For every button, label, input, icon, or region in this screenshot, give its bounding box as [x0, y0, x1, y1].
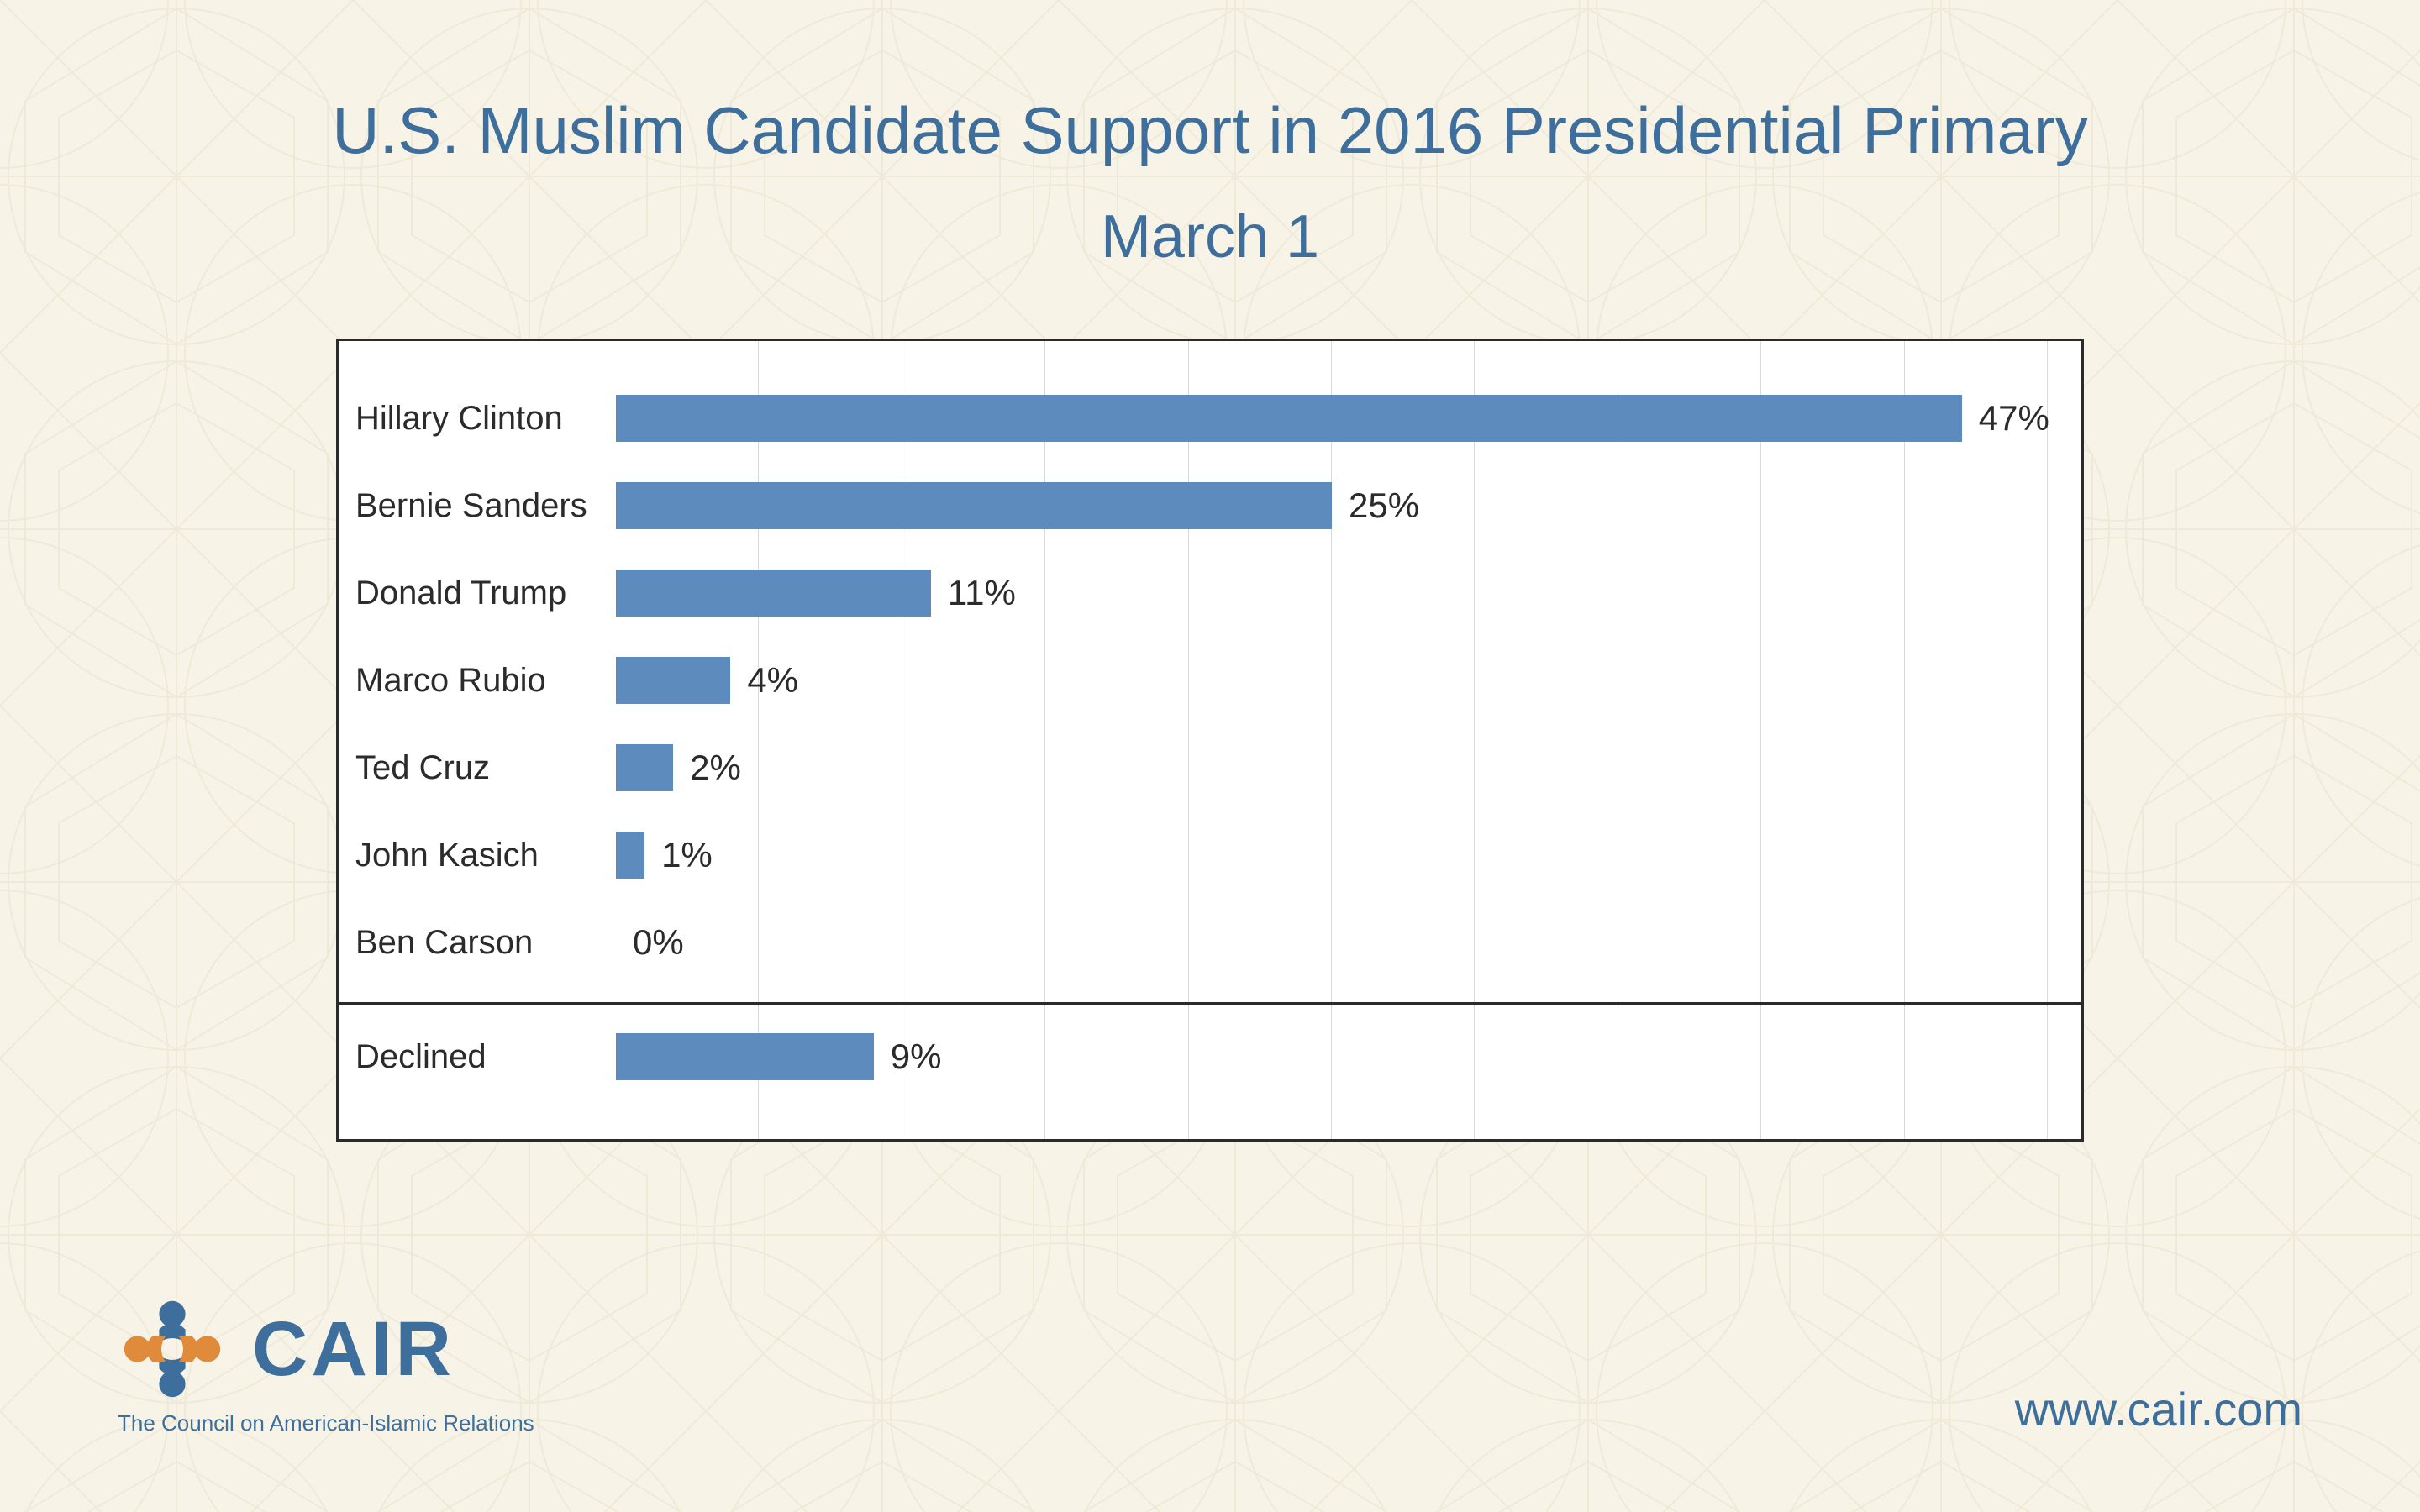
logo-block: CAIR The Council on American-Islamic Rel…: [118, 1294, 534, 1436]
bar-value-label: 25%: [1349, 486, 1419, 526]
org-name: CAIR: [252, 1305, 455, 1394]
org-url: www.cair.com: [2015, 1382, 2302, 1436]
bar: 9%: [616, 1033, 874, 1080]
chart-row: Hillary Clinton47%: [616, 375, 2048, 462]
bar-track: 11%: [616, 570, 2048, 617]
bar-track: 0%: [616, 919, 2048, 966]
chart-subtitle: March 1: [118, 202, 2302, 271]
row-label: Declined: [355, 1038, 599, 1076]
row-label: Donald Trump: [355, 575, 599, 612]
chart-row: Marco Rubio4%: [616, 637, 2048, 724]
row-label: John Kasich: [355, 837, 599, 874]
chart-row: Declined9%: [616, 1013, 2048, 1100]
bar-value-label: 9%: [891, 1037, 942, 1077]
bar-value-label: 4%: [747, 660, 798, 701]
chart-row: Ben Carson0%: [616, 899, 2048, 986]
chart-row: Ted Cruz2%: [616, 724, 2048, 811]
chart-title: U.S. Muslim Candidate Support in 2016 Pr…: [118, 92, 2302, 169]
chart-container: Hillary Clinton47%Bernie Sanders25%Donal…: [336, 339, 2084, 1142]
cair-logo-icon: [118, 1294, 227, 1404]
bar: 4%: [616, 657, 730, 704]
page-root: U.S. Muslim Candidate Support in 2016 Pr…: [0, 0, 2420, 1512]
row-label: Ted Cruz: [355, 749, 599, 787]
bar: 1%: [616, 832, 644, 879]
row-label: Marco Rubio: [355, 662, 599, 700]
bar-track: 9%: [616, 1033, 2048, 1080]
bar-track: 4%: [616, 657, 2048, 704]
chart-row: Bernie Sanders25%: [616, 462, 2048, 549]
bar: 11%: [616, 570, 931, 617]
bar: 47%: [616, 395, 1962, 442]
bar-value-label: 1%: [661, 835, 713, 875]
plot-area-main: Hillary Clinton47%Bernie Sanders25%Donal…: [339, 341, 2081, 1005]
bar: 25%: [616, 482, 1332, 529]
chart-row: Donald Trump11%: [616, 549, 2048, 637]
row-label: Hillary Clinton: [355, 400, 599, 438]
bar-value-label: 47%: [1979, 398, 2049, 438]
bar-value-label: 0%: [633, 922, 684, 963]
plot-area-declined: Declined 9%: [339, 1005, 2081, 1139]
org-tagline: The Council on American-Islamic Relation…: [118, 1410, 534, 1436]
row-label: Ben Carson: [355, 924, 599, 962]
bar: 2%: [616, 744, 673, 791]
bar-value-label: 2%: [690, 748, 741, 788]
bar-track: 2%: [616, 744, 2048, 791]
row-label: Bernie Sanders: [355, 487, 599, 525]
footer: CAIR The Council on American-Islamic Rel…: [118, 1294, 2302, 1436]
chart-row: John Kasich1%: [616, 811, 2048, 899]
bar-track: 1%: [616, 832, 2048, 879]
bar-track: 25%: [616, 482, 2048, 529]
bar-track: 47%: [616, 395, 2048, 442]
bar-value-label: 11%: [948, 573, 1016, 613]
